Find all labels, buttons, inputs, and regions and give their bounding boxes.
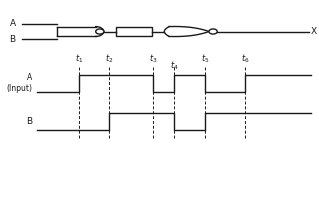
Text: B: B [10, 35, 16, 44]
Text: A
(Input): A (Input) [6, 73, 32, 93]
Text: $t_6$: $t_6$ [241, 53, 249, 65]
Circle shape [209, 29, 217, 34]
Text: $t_1$: $t_1$ [75, 53, 83, 65]
Text: $t_3$: $t_3$ [149, 53, 158, 65]
Text: $t_4$: $t_4$ [169, 59, 178, 72]
Text: A: A [10, 19, 16, 28]
Text: X: X [311, 27, 317, 36]
Text: B: B [26, 117, 32, 126]
Bar [116, 27, 152, 36]
Circle shape [96, 29, 104, 34]
Text: $t_5$: $t_5$ [201, 53, 210, 65]
Text: $t_2$: $t_2$ [105, 53, 114, 65]
